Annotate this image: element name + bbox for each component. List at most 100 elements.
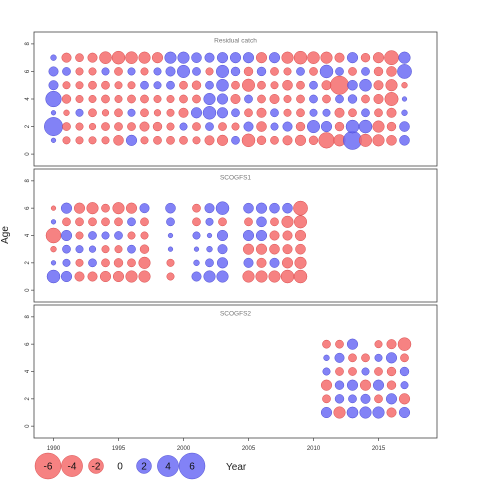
bubble-positive <box>44 117 63 136</box>
bubble-negative <box>270 67 279 76</box>
bubble-positive <box>191 271 202 282</box>
bubble-negative <box>140 108 149 118</box>
bubble-positive <box>114 231 123 240</box>
bubble-negative <box>127 231 136 240</box>
bubble-negative <box>204 135 215 146</box>
bubble-negative <box>241 133 256 148</box>
bubble-positive <box>216 270 229 283</box>
bubble-negative <box>386 339 397 350</box>
bubble-negative <box>50 246 57 253</box>
legend-item: 6 <box>178 452 206 480</box>
bubble-negative <box>63 109 70 116</box>
bubble-negative <box>140 231 149 240</box>
bubble-negative <box>281 257 294 269</box>
bubble-negative <box>75 81 84 90</box>
bubble-negative <box>101 203 110 213</box>
bubble-positive <box>127 244 136 254</box>
bubble-negative <box>360 53 371 63</box>
bubble-negative <box>114 245 123 254</box>
bubble-positive <box>46 269 61 284</box>
bubble-negative <box>295 121 306 132</box>
x-tick-label: 2015 <box>372 446 386 452</box>
bubble-negative <box>270 81 279 90</box>
bubble-positive <box>334 352 345 363</box>
bubble-negative <box>397 337 412 351</box>
legend-bubble-negative <box>61 455 83 477</box>
bubble-negative <box>125 270 138 283</box>
bubble-negative <box>166 272 175 281</box>
bubble-negative <box>61 94 72 104</box>
legend-label: 4 <box>165 462 171 473</box>
bubble-negative <box>88 108 97 118</box>
bubble-positive <box>177 51 190 64</box>
bubble-negative <box>384 50 399 65</box>
bubble-positive <box>75 245 84 254</box>
bubble-positive <box>206 232 213 239</box>
bubble-negative <box>230 94 241 104</box>
bubble-positive <box>164 51 177 64</box>
bubble-negative <box>283 95 292 103</box>
bubble-negative <box>112 202 125 215</box>
bubble-positive <box>88 245 97 253</box>
bubble-negative <box>101 136 110 145</box>
bubble-negative <box>281 215 294 228</box>
bubble-positive <box>202 106 217 120</box>
bubble-negative <box>101 258 110 268</box>
bubble-negative <box>333 406 346 419</box>
bubble-negative <box>386 107 397 118</box>
y-tick-label: 4 <box>25 97 31 101</box>
y-tick-label: 0 <box>25 288 31 292</box>
bubble-negative <box>386 135 397 146</box>
y-tick-label: 0 <box>25 424 31 428</box>
bubble-negative <box>386 407 397 418</box>
bubble-positive <box>323 354 330 361</box>
bubble-positive <box>374 353 383 362</box>
bubble-negative <box>269 243 280 255</box>
bubble-negative <box>373 80 384 91</box>
bubble-positive <box>166 217 175 227</box>
bubble-negative <box>282 244 293 255</box>
bubble-negative <box>88 80 97 90</box>
bubble-negative <box>166 136 175 145</box>
bubble-positive <box>216 93 229 105</box>
bubble-negative <box>386 121 397 132</box>
bubble-negative <box>231 80 240 90</box>
bubble-negative <box>50 205 57 211</box>
bubble-positive <box>320 121 333 133</box>
bubble-positive <box>229 52 242 64</box>
bubble-negative <box>114 122 123 131</box>
bubble-negative <box>282 230 293 241</box>
bubble-positive <box>203 270 216 283</box>
bubble-positive <box>88 231 97 240</box>
bubble-negative <box>192 203 201 213</box>
bubble-negative <box>335 367 344 376</box>
bubble-negative <box>348 67 357 76</box>
bubble-negative <box>153 136 162 145</box>
y-tick-label: 2 <box>25 397 31 401</box>
bubble-positive <box>334 394 345 404</box>
bubble-negative <box>101 109 110 117</box>
bubble-negative <box>62 122 71 131</box>
bubble-negative <box>359 133 372 147</box>
bubble-positive <box>361 67 370 76</box>
bubble-negative <box>139 121 150 132</box>
bubble-positive <box>399 135 410 146</box>
bubble-negative <box>334 107 345 118</box>
bubble-positive <box>101 231 110 240</box>
bubble-negative <box>255 52 268 64</box>
bubble-positive <box>346 379 359 391</box>
bubble-positive <box>193 246 200 252</box>
bubble-negative <box>88 136 97 145</box>
bubble-negative <box>113 258 124 268</box>
bubble-negative <box>166 108 175 117</box>
bubble-negative <box>255 243 268 255</box>
bubble-positive <box>167 246 174 252</box>
legend-item: 2 <box>136 458 152 474</box>
bubble-negative <box>205 67 214 76</box>
bubble-positive <box>347 79 358 91</box>
bubble-negative <box>372 134 385 147</box>
bubble-negative <box>372 120 385 133</box>
bubble-positive <box>192 231 201 240</box>
bubble-negative <box>401 82 408 89</box>
